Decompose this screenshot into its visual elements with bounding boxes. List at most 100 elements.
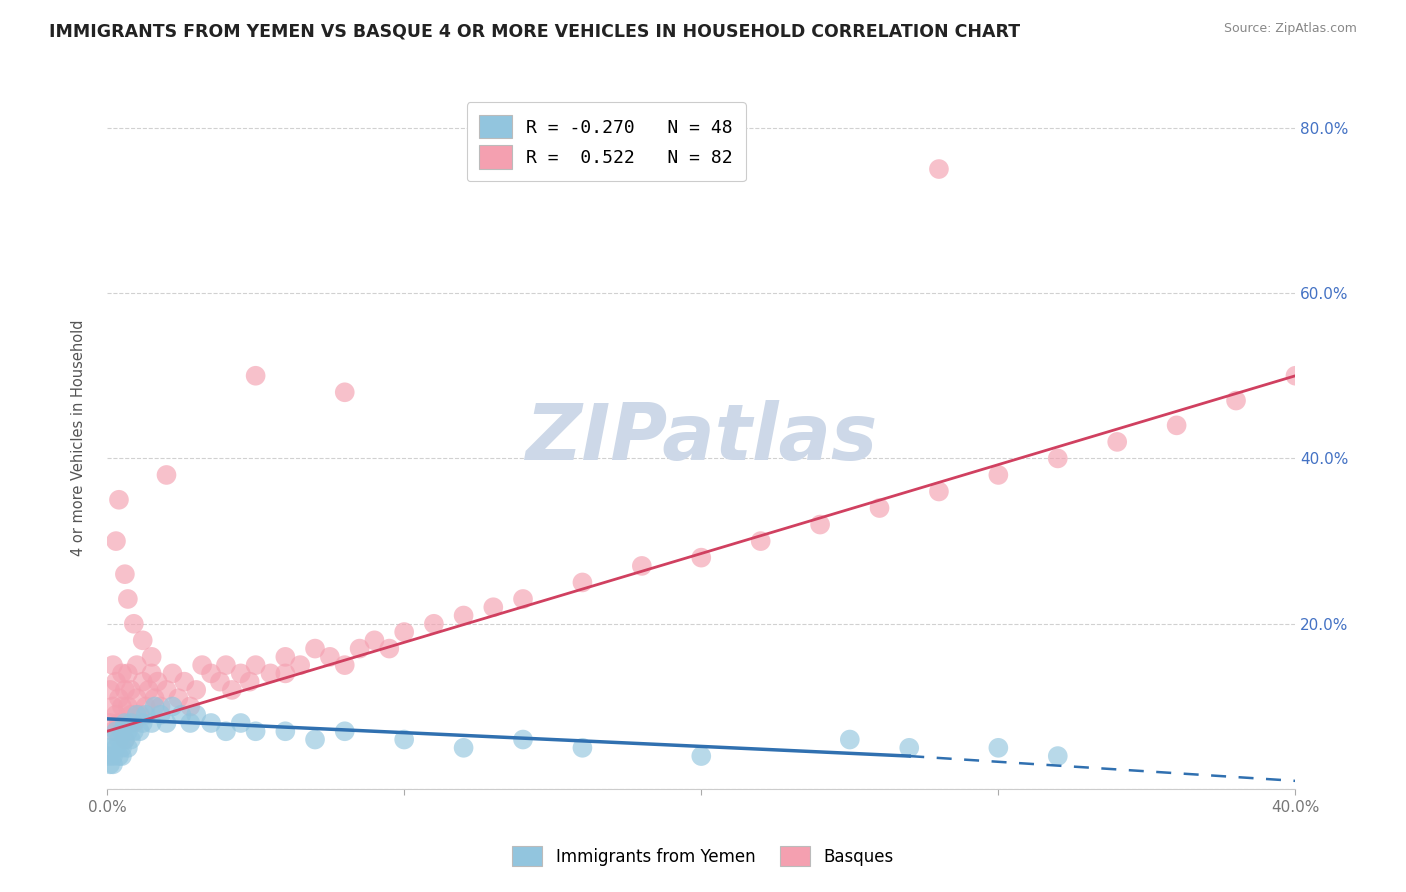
Point (215, 658, 238, 673)
Point (808, 517, 831, 532)
Point (179, 716, 201, 731)
Point (101, 724, 124, 739)
Point (120, 732, 142, 747)
Point (245, 368, 267, 383)
Point (98, 716, 121, 731)
Point (114, 682, 136, 697)
Point (179, 699, 201, 714)
Point (200, 716, 222, 731)
Point (108, 492, 131, 507)
Point (108, 691, 131, 706)
Point (117, 724, 139, 739)
Point (208, 674, 231, 689)
Point (120, 716, 142, 731)
Point (571, 740, 593, 755)
Point (111, 699, 134, 714)
Point (319, 649, 342, 664)
Point (128, 707, 150, 722)
Point (274, 724, 297, 739)
Point (987, 740, 1010, 755)
Point (155, 682, 177, 697)
Point (274, 649, 297, 664)
Point (128, 724, 150, 739)
Point (304, 641, 326, 656)
Point (111, 666, 134, 681)
Point (135, 699, 157, 714)
Point (304, 732, 326, 747)
Point (132, 674, 155, 689)
Text: Source: ZipAtlas.com: Source: ZipAtlas.com (1223, 22, 1357, 36)
Point (162, 666, 184, 681)
Point (191, 658, 214, 673)
Point (114, 716, 136, 731)
Point (141, 649, 163, 664)
Point (101, 658, 124, 673)
Point (392, 625, 415, 640)
Point (631, 558, 654, 573)
Point (120, 682, 142, 697)
Point (111, 749, 134, 764)
Point (239, 674, 262, 689)
Point (125, 707, 148, 722)
Point (117, 666, 139, 681)
Point (135, 707, 157, 722)
Point (274, 666, 297, 681)
Point (167, 691, 190, 706)
Point (155, 716, 177, 731)
Point (146, 674, 169, 689)
Point (928, 484, 950, 499)
Point (333, 385, 356, 400)
Point (229, 716, 252, 731)
Legend: R = -0.270   N = 48, R =  0.522   N = 82: R = -0.270 N = 48, R = 0.522 N = 82 (467, 103, 745, 181)
Point (132, 633, 155, 648)
Point (453, 608, 475, 623)
Point (108, 749, 131, 764)
Point (363, 633, 385, 648)
Point (378, 641, 401, 656)
Point (114, 567, 136, 582)
Y-axis label: 4 or more Vehicles in Household: 4 or more Vehicles in Household (72, 319, 86, 556)
Point (333, 658, 356, 673)
Point (333, 724, 356, 739)
Point (512, 592, 534, 607)
Point (245, 724, 267, 739)
Point (512, 732, 534, 747)
Point (149, 707, 172, 722)
Point (1107, 434, 1129, 449)
Point (749, 534, 772, 549)
Point (928, 162, 950, 177)
Point (104, 674, 127, 689)
Point (690, 749, 713, 764)
Point (898, 740, 921, 755)
Point (221, 682, 243, 697)
Point (173, 674, 195, 689)
Point (186, 682, 208, 697)
Point (98, 682, 121, 697)
Point (987, 467, 1010, 482)
Point (143, 699, 166, 714)
Point (114, 732, 136, 747)
Point (155, 467, 177, 482)
Point (104, 534, 127, 549)
Point (690, 550, 713, 565)
Point (117, 592, 139, 607)
Point (108, 716, 131, 731)
Point (138, 682, 160, 697)
Point (290, 658, 312, 673)
Point (143, 691, 166, 706)
Point (108, 732, 131, 747)
Point (122, 716, 145, 731)
Point (392, 732, 415, 747)
Point (1166, 418, 1188, 433)
Point (141, 716, 163, 731)
Point (170, 707, 193, 722)
Point (117, 699, 139, 714)
Point (122, 616, 145, 631)
Legend: Immigrants from Yemen, Basques: Immigrants from Yemen, Basques (503, 838, 903, 875)
Point (571, 575, 593, 590)
Point (98, 740, 121, 755)
Point (104, 740, 127, 755)
Point (349, 641, 371, 656)
Point (98, 757, 121, 772)
Point (149, 699, 172, 714)
